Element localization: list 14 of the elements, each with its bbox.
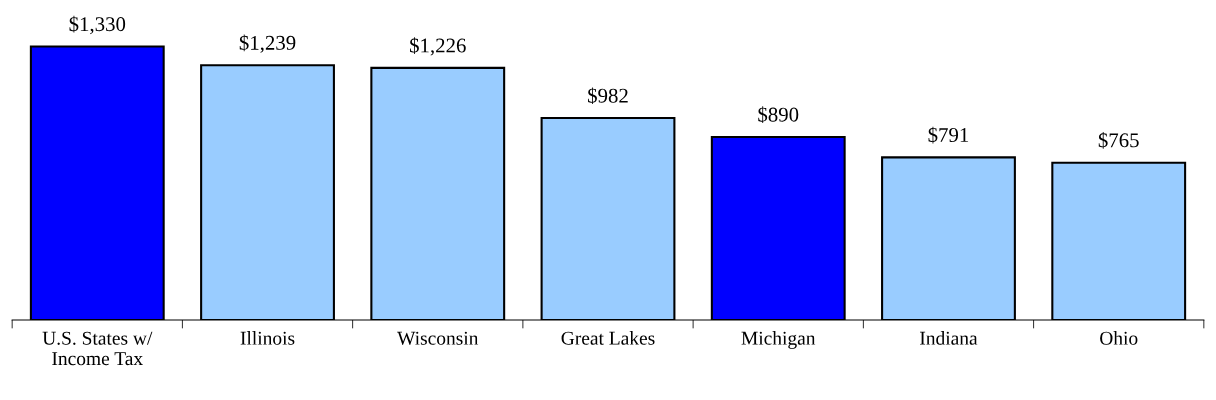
data-label: $1,226 (410, 37, 466, 56)
x-tick-label: U.S. States w/ Income Tax (42, 331, 153, 366)
data-label: $1,330 (69, 15, 126, 35)
data-label: $791 (928, 126, 969, 144)
data-label: $765 (1098, 132, 1139, 149)
x-tick-label: Illinois (240, 331, 295, 345)
x-tick-label: Great Lakes (561, 331, 655, 345)
x-tick-label: Ohio (1100, 331, 1138, 345)
x-tick-label: Wisconsin (397, 331, 479, 345)
data-label: $890 (758, 106, 799, 124)
data-label: $982 (588, 87, 628, 105)
data-label: $1,239 (239, 34, 296, 53)
x-tick-label: Indiana (920, 331, 978, 345)
x-tick-label: Michigan (741, 331, 816, 349)
